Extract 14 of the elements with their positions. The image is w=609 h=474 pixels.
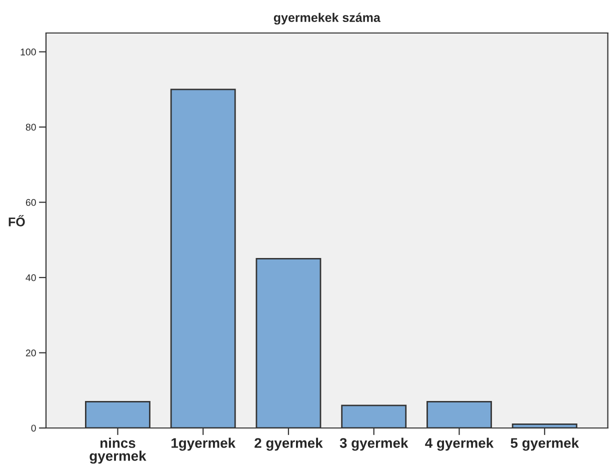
y-axis-title: FŐ — [8, 215, 25, 226]
y-tick-label: 60 — [26, 199, 36, 206]
x-tick-label: 3 gyermek — [340, 438, 408, 451]
y-tick-label: 40 — [26, 274, 36, 282]
x-tick-label: 5 gyermek — [510, 438, 579, 451]
x-tick-label: 1gyermek — [172, 438, 236, 451]
x-tick-label: nincs gyermek — [90, 438, 146, 464]
chart-title: gyermekek száma — [274, 12, 380, 25]
y-tick-label: 80 — [26, 124, 36, 131]
y-tick-label: 100 — [20, 48, 36, 56]
y-tick-label: 0 — [31, 424, 36, 432]
x-tick-label: 4 gyermek — [425, 438, 494, 451]
y-tick-label: 20 — [26, 349, 36, 356]
x-tick-label: 2 gyermek — [254, 438, 323, 451]
